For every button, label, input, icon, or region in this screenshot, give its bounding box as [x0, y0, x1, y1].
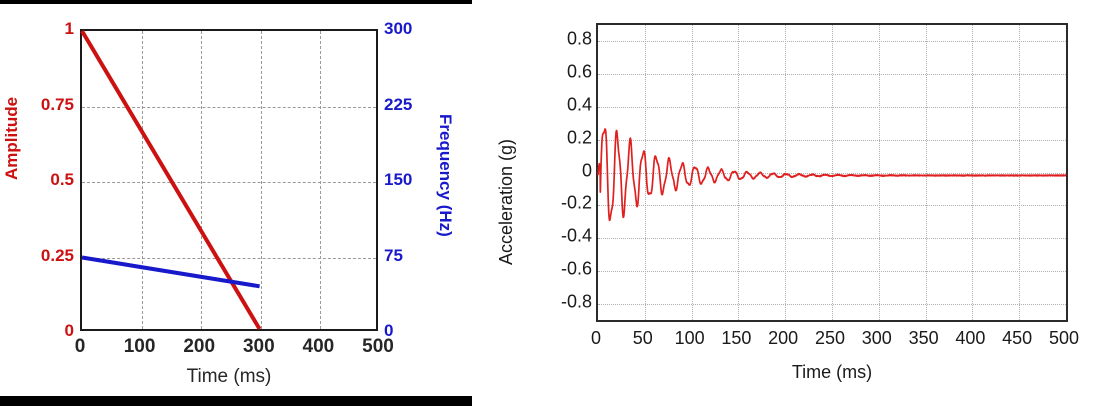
right-ytick-label: -0.8 — [560, 291, 592, 312]
frequency-line — [81, 255, 260, 289]
left-ytick-label: 0.25 — [40, 245, 74, 265]
right-ytick-label: -0.4 — [560, 225, 592, 246]
left-xtick-label: 200 — [183, 336, 216, 357]
gridline-vertical — [201, 31, 203, 329]
amplitude-frequency-chart-panel: 1 0.75 0.5 0.25 0 300 225 150 75 0 0 100… — [0, 4, 472, 396]
gridline-horizontal — [598, 172, 1066, 174]
amplitude-line — [80, 29, 262, 331]
right-ytick-label: 75 — [384, 245, 403, 265]
left-ytick-label: 0 — [64, 321, 74, 340]
acceleration-signal-line — [597, 128, 1067, 222]
right-ytick-label: 150 — [384, 170, 413, 189]
right-xtick-label: 150 — [721, 328, 752, 348]
acceleration-signal-svg — [597, 128, 1067, 222]
right-xtick-label: 400 — [955, 328, 986, 348]
gridline-horizontal — [598, 74, 1066, 76]
right-ytick-label: 0 — [384, 321, 394, 340]
left-ytick-label: 1 — [64, 19, 74, 38]
left-xtick-label: 300 — [242, 336, 275, 357]
gridline-horizontal — [598, 238, 1066, 240]
left-xtick-label: 0 — [74, 336, 86, 357]
gridline-horizontal — [598, 41, 1066, 43]
right-xtick-label: 500 — [1048, 328, 1080, 348]
right-ytick-label: 0.2 — [566, 127, 592, 148]
left-x-axis-title: Time (ms) — [186, 366, 272, 387]
acceleration-chart-panel: 0.8 0.6 0.4 0.2 0 -0.2 -0.4 -0.6 -0.8 0 … — [472, 0, 1098, 406]
right-plot-area — [596, 23, 1068, 322]
gridline-horizontal — [598, 139, 1066, 141]
gridline-horizontal — [598, 270, 1066, 272]
right-ytick-label: 300 — [384, 19, 413, 38]
gridline-vertical — [260, 31, 262, 329]
right-ytick-label: -0.2 — [560, 192, 592, 213]
left-y-axis-title: Amplitude — [2, 96, 21, 180]
right-xtick-label: 300 — [861, 328, 892, 348]
gridline-horizontal — [598, 106, 1066, 108]
right-xtick-label: 350 — [908, 328, 939, 348]
gridline-horizontal — [598, 303, 1066, 305]
left-plot-area — [80, 29, 378, 331]
left-xtick-label: 500 — [362, 336, 394, 357]
gridline-horizontal — [598, 205, 1066, 207]
left-ytick-label: 0.5 — [50, 170, 74, 189]
right-xtick-label: 100 — [674, 328, 705, 348]
right-xtick-label: 50 — [632, 328, 653, 348]
right-y-axis-title: Acceleration (g) — [496, 138, 516, 265]
right-ytick-label: 0 — [581, 160, 592, 180]
right-ytick-label: 0.6 — [566, 61, 592, 82]
left-xtick-label: 100 — [123, 336, 156, 357]
right-xtick-label: 200 — [768, 328, 799, 348]
left-xtick-label: 400 — [302, 336, 335, 357]
left-y2-axis-title: Frequency (Hz) — [436, 114, 455, 237]
right-xtick-label: 250 — [814, 328, 846, 348]
right-ytick-label: 225 — [384, 94, 413, 114]
right-ytick-label: -0.6 — [560, 258, 592, 279]
gridline-vertical — [141, 31, 143, 329]
gridline-vertical — [320, 31, 322, 329]
gridline-horizontal — [82, 106, 376, 108]
right-ytick-label: 0.8 — [566, 28, 592, 49]
gridline-horizontal — [82, 182, 376, 183]
right-x-axis-title: Time (ms) — [791, 362, 873, 382]
gridline-horizontal — [82, 257, 376, 259]
left-chart-series-svg — [80, 29, 262, 331]
right-xtick-label: 450 — [1002, 328, 1033, 348]
left-ytick-label: 0.75 — [40, 94, 74, 114]
right-xtick-label: 0 — [590, 328, 601, 348]
right-ytick-label: 0.4 — [566, 94, 592, 115]
